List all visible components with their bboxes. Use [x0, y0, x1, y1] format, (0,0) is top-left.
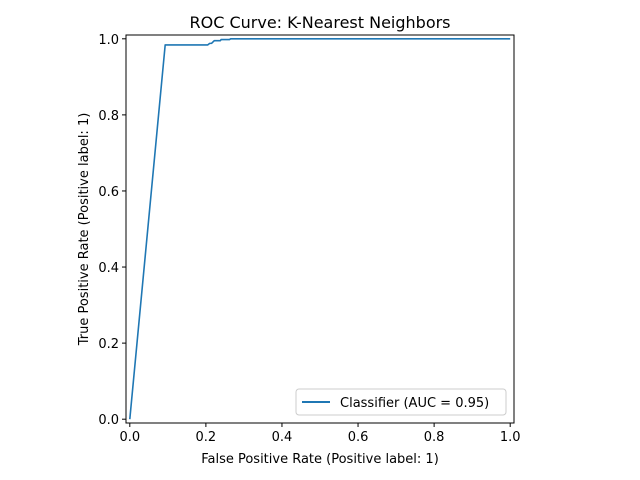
x-tick-label: 0.2 [196, 430, 217, 445]
y-tick-label: 0.2 [98, 337, 119, 352]
axes-frame [125, 34, 515, 424]
y-tick-label: 0.6 [98, 185, 119, 200]
series-line-classifier [129, 37, 511, 420]
legend-entry-classifier: Classifier (AUC = 0.95) [340, 396, 489, 411]
chart-title: ROC Curve: K-Nearest Neighbors [189, 13, 450, 32]
plot-area [125, 34, 515, 424]
y-tick-label: 1.0 [98, 33, 119, 48]
x-axis-label: False Positive Rate (Positive label: 1) [201, 452, 439, 467]
y-tick-label: 0.8 [98, 109, 119, 124]
y-axis-label: True Positive Rate (Positive label: 1) [77, 113, 92, 347]
y-tick-label: 0.4 [98, 261, 119, 276]
x-tick-label: 0.0 [119, 430, 140, 445]
series-layer [129, 37, 511, 420]
x-tick-label: 0.6 [348, 430, 369, 445]
legend-box [295, 388, 507, 416]
x-tick-label: 0.4 [272, 430, 293, 445]
y-axis-ticks: 0.0 0.2 0.4 0.6 0.8 1.0 [98, 33, 126, 428]
legend: Classifier (AUC = 0.95) [295, 388, 507, 416]
y-tick-label: 0.0 [98, 413, 119, 428]
x-tick-label: 1.0 [500, 430, 521, 445]
x-tick-label: 0.8 [424, 430, 445, 445]
x-axis-ticks: 0.0 0.2 0.4 0.6 0.8 1.0 [119, 423, 521, 445]
